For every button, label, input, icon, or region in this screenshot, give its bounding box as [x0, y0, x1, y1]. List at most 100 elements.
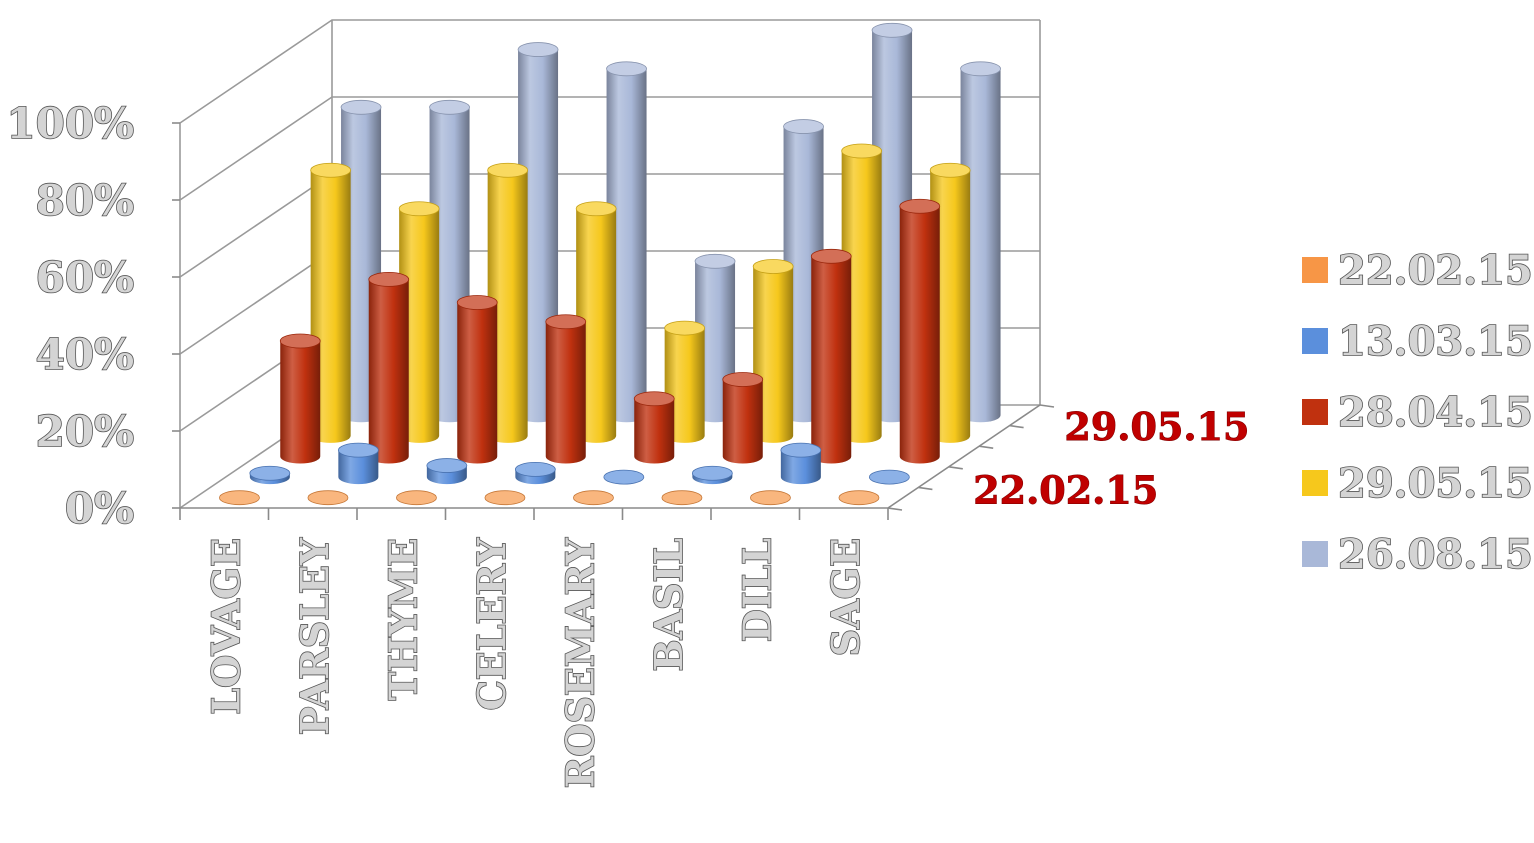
plot-area [219, 22, 1001, 506]
bar-body [780, 450, 821, 485]
bar-top [249, 465, 291, 481]
bar [603, 469, 645, 485]
bar [487, 162, 529, 443]
bar-top [575, 201, 617, 217]
bar-body [457, 302, 498, 464]
bar-body [960, 68, 1001, 423]
bar-body [606, 68, 647, 423]
bar-top [838, 490, 880, 506]
x-tick-label: SAGE [823, 538, 868, 656]
y-tick-label: 40% [36, 330, 134, 379]
bar [396, 490, 437, 506]
bar-body [634, 398, 675, 464]
y-tick-label: 20% [36, 407, 134, 456]
x-tick-label: LOVAGE [203, 538, 248, 715]
bar-top [340, 99, 382, 115]
bar [249, 465, 291, 485]
bar-top [337, 442, 379, 458]
bar-top [750, 490, 791, 506]
bar-top [219, 490, 260, 506]
bar [575, 201, 617, 443]
bar-top [633, 391, 675, 407]
legend-label: 29.05.15 [1338, 460, 1533, 507]
bar-top [694, 253, 736, 269]
bar-body [399, 208, 440, 443]
x-tick-label: BASIL [646, 538, 691, 672]
x-tick-label: CELERY [469, 537, 514, 710]
x-axis [179, 404, 1055, 520]
bar [545, 314, 587, 464]
bar [929, 162, 971, 443]
legend-label: 22.02.15 [1338, 247, 1533, 294]
bar [307, 490, 349, 506]
bar-body [664, 328, 705, 443]
bar [841, 143, 883, 443]
legend-label: 13.03.15 [1338, 318, 1533, 365]
legend-swatch [1302, 399, 1328, 425]
bar [426, 458, 468, 485]
bar-top [573, 490, 614, 506]
bar-top [456, 295, 498, 310]
x-tick-label: ROSEMARY [557, 537, 602, 788]
bar [780, 442, 822, 485]
depth-tick-mark [1039, 404, 1055, 408]
y-tick-label: 60% [36, 253, 134, 302]
bar [368, 271, 410, 464]
bar [661, 490, 703, 506]
bar-body [753, 266, 794, 443]
bar [752, 259, 794, 443]
bar-top [603, 469, 645, 485]
depth-tick-mark [948, 466, 963, 470]
bar [279, 333, 321, 464]
x-axis-labels: LOVAGE PARSLEY THYME CELERY ROSEMARY BASIL DIL… [202, 536, 868, 789]
bar-top [691, 465, 733, 481]
bar [456, 295, 498, 464]
legend-swatch [1302, 470, 1328, 496]
bar [722, 372, 764, 464]
bar-top [929, 162, 971, 178]
bar [484, 490, 526, 506]
bar [664, 320, 706, 443]
legend-swatch [1302, 541, 1328, 567]
bar-body [899, 206, 940, 464]
depth-tick-mark [918, 486, 933, 491]
bar-top [841, 143, 883, 159]
bar-top [307, 490, 349, 506]
bar [810, 248, 852, 464]
legend-swatch [1302, 257, 1328, 283]
depth-label: 22.02.15 [973, 468, 1158, 513]
bar-body [811, 256, 852, 464]
bar-top [396, 490, 437, 506]
y-tick-label: 80% [36, 176, 134, 225]
legend-item: 22.02.15 [1302, 246, 1534, 295]
y-tick-label: 100% [6, 99, 134, 148]
bar-top [722, 372, 764, 387]
bar [691, 465, 733, 485]
bar [750, 490, 791, 506]
bar-top [661, 490, 703, 506]
bar [633, 391, 675, 464]
bar [868, 469, 910, 485]
depth-tick-mark [979, 445, 994, 449]
bar [310, 162, 352, 443]
bar-body [576, 208, 617, 443]
bar-top [868, 469, 910, 485]
bar-top [484, 490, 526, 506]
bar-body [310, 170, 351, 443]
y-tick-label: 0% [65, 484, 134, 533]
y-axis: 0% 20% 40% 60% 80% 100% [6, 98, 180, 534]
bar-body [487, 170, 528, 443]
bar-top [398, 201, 440, 217]
legend-swatch [1302, 328, 1328, 354]
bar-top [899, 198, 941, 214]
bar-top [487, 162, 529, 178]
x-tick-label: PARSLEY [292, 537, 337, 735]
legend: 22.02.15 13.03.15 28.04.15 29.05.15 26.08.15 [1302, 246, 1534, 579]
bar-top [752, 259, 794, 274]
bar-top [426, 458, 468, 473]
x-tick-label: DILL [734, 538, 779, 642]
bar-top [871, 22, 913, 38]
legend-item: 28.04.15 [1302, 388, 1534, 437]
bar-top [664, 320, 706, 336]
depth-label: 29.05.15 [1064, 404, 1249, 449]
